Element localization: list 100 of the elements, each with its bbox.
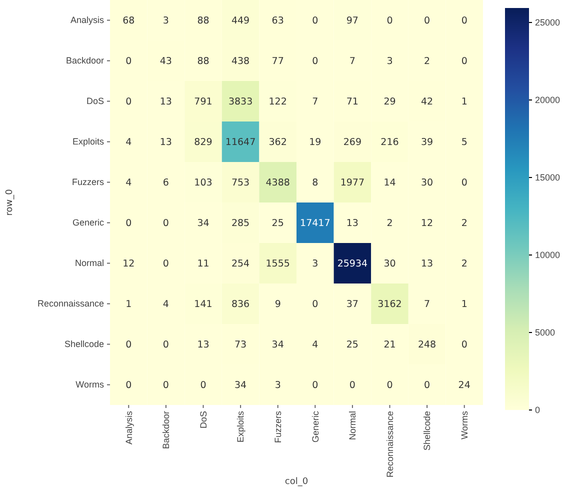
data-label: 1 [126,299,132,310]
x-tick-label: Fuzzers [273,410,283,444]
x-tick-label: DoS [198,411,208,429]
data-label: 71 [346,96,358,108]
data-label: 0 [126,56,132,68]
data-label: 3162 [378,299,402,310]
data-label: 1977 [340,178,365,189]
data-label: 122 [268,96,287,108]
data-label: 3 [162,16,169,27]
data-label: 1 [461,299,468,310]
data-label: 449 [231,16,250,27]
y-tick-label: Fuzzers [72,177,104,188]
data-label: 2 [461,258,468,270]
data-label: 753 [231,178,250,189]
data-label: 836 [231,299,250,310]
data-label: 0 [312,380,318,392]
data-label: 11 [197,258,210,270]
data-label: 97 [346,16,358,27]
x-tick-label: Worms [460,410,470,440]
data-label: 34 [272,340,284,351]
data-label: 0 [386,16,393,27]
data-label: 0 [312,56,318,68]
data-label: 4 [126,178,132,189]
data-label: 4388 [266,178,290,189]
data-label: 13 [346,218,358,230]
data-label: 8 [312,178,318,189]
y-axis-title: row_0 [5,188,15,216]
data-label: 248 [418,340,436,351]
data-label: 5 [461,137,468,148]
x-tick-label: Generic [310,410,320,443]
data-label: 269 [343,137,362,148]
x-tick-label: Normal [348,411,358,440]
data-label: 829 [194,137,212,148]
data-label: 7 [349,56,356,68]
color-bar-label: 0 [535,404,540,415]
data-label: 0 [461,340,468,351]
y-tick-label: Backdoor [66,56,104,66]
color-bar-label: 20000 [535,94,560,105]
x-tick-label: Shellcode [422,411,432,451]
color-bar-label: 5000 [535,327,556,338]
data-label: 19 [309,137,322,148]
data-label: 13 [197,340,210,351]
data-label: 11647 [225,137,256,148]
data-label: 2 [424,56,430,68]
data-label: 37 [346,299,358,310]
data-label: 3 [386,56,393,68]
data-label: 0 [312,16,318,27]
color-bar-label: 15000 [535,172,560,182]
data-label: 791 [194,96,212,108]
x-tick-label: Reconnaissance [384,411,395,478]
data-label: 13 [421,258,434,270]
data-label: 0 [386,380,393,392]
data-label: 2 [461,218,468,230]
data-label: 3 [312,258,318,270]
data-label: 0 [424,380,430,392]
data-label: 141 [194,299,212,310]
data-label: 0 [162,340,169,351]
data-label: 30 [421,178,434,189]
data-label: 3833 [228,96,253,108]
data-label: 6 [162,178,169,189]
x-tick-label: Backdoor [161,411,172,450]
y-tick-label: Worms [76,380,104,390]
data-label: 77 [272,56,284,68]
data-label: 7 [424,299,430,310]
data-label: 0 [126,380,132,392]
data-label: 103 [194,178,212,189]
data-label: 42 [421,96,434,108]
data-label: 0 [461,56,468,68]
data-label: 0 [162,258,169,270]
data-label: 30 [384,258,396,270]
data-label: 25934 [337,258,368,270]
data-label: 2 [386,218,393,230]
data-label: 4 [162,299,169,310]
data-label: 88 [197,16,210,27]
data-label: 0 [126,340,132,351]
data-label: 0 [126,218,132,230]
data-label: 254 [231,258,250,270]
data-label: 68 [122,16,135,27]
data-label: 0 [312,299,318,310]
data-label: 438 [231,56,250,68]
y-tick-label: Exploits [72,136,104,147]
data-label: 13 [160,96,172,108]
data-label: 12 [122,258,135,270]
data-label: 1 [461,96,468,108]
data-label: 3 [274,380,281,392]
color-bar-label: 10000 [535,250,560,260]
data-label: 362 [268,137,287,148]
y-tick-label: Analysis [70,15,104,26]
data-label: 24 [458,380,470,392]
data-label: 29 [384,96,396,108]
data-label: 0 [162,218,169,230]
data-label: 7 [312,96,318,108]
data-label: 14 [384,178,396,189]
data-label: 13 [160,137,172,148]
data-label: 0 [461,16,468,27]
data-label: 43 [160,56,172,68]
data-label: 73 [234,340,247,351]
x-axis-title: col_0 [284,477,308,487]
data-label: 12 [421,218,434,230]
y-tick-label: DoS [86,96,104,106]
